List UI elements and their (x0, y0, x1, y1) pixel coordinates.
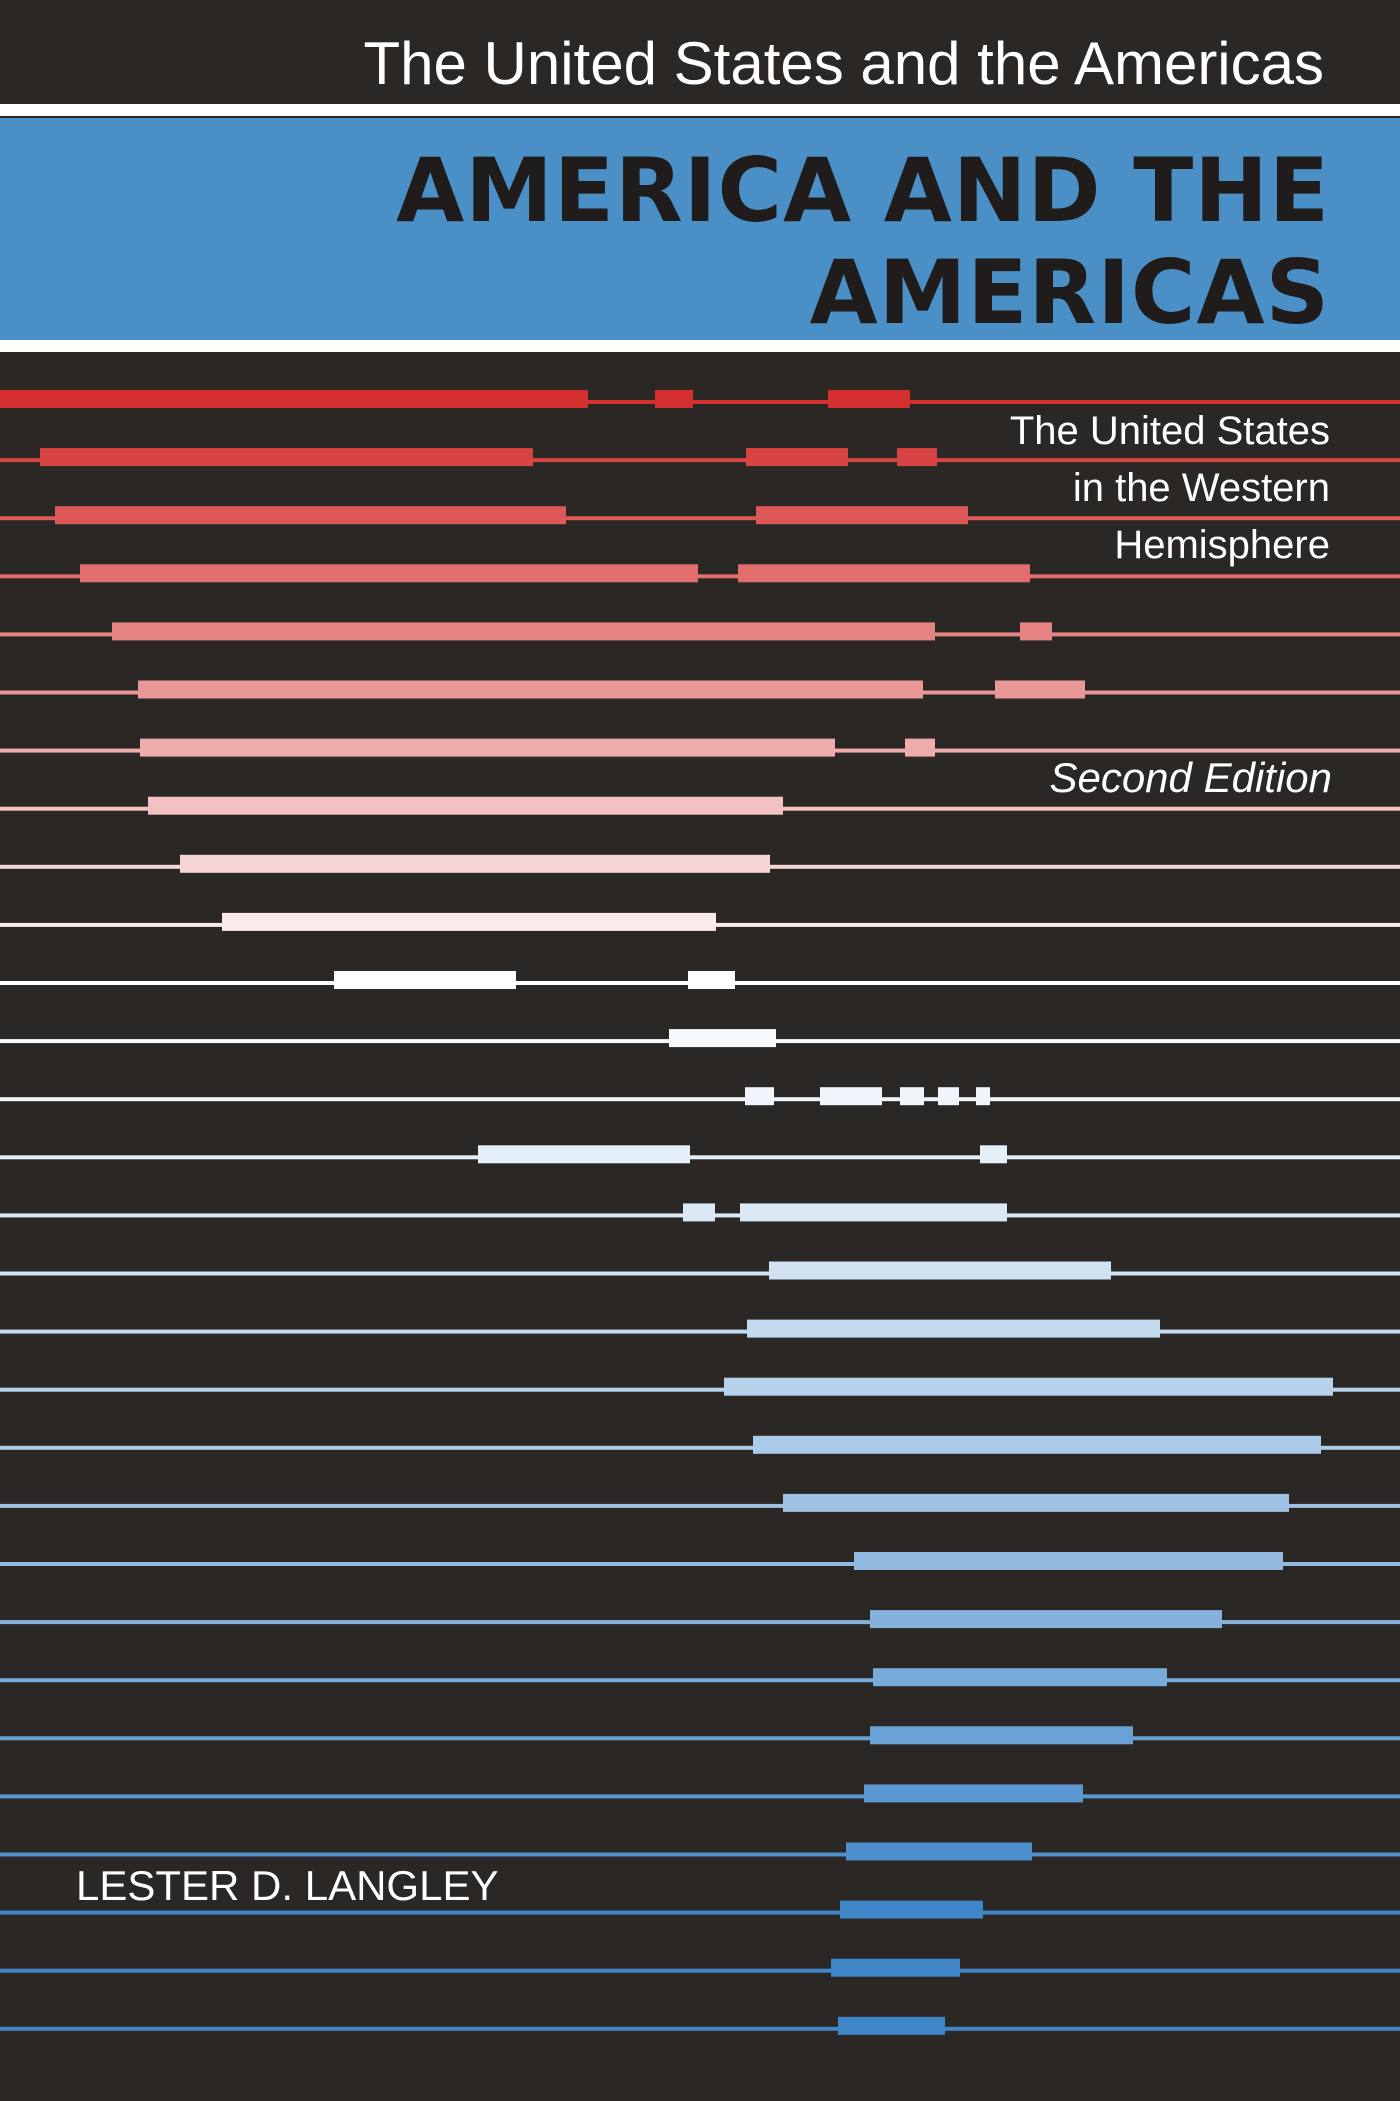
stripe-line (0, 1620, 1400, 1625)
land-segment (873, 1668, 1167, 1687)
book-title-line-2: AMERICAS (809, 241, 1330, 344)
subtitle: The United States in the Western Hemisph… (810, 403, 1330, 574)
book-title-line-1: AMERICA AND THE (396, 139, 1330, 242)
land-segment (864, 1784, 1083, 1803)
stripe-line (0, 1678, 1400, 1683)
land-segment (783, 1493, 1289, 1512)
stripe-line (0, 1852, 1400, 1857)
land-segment (900, 1087, 924, 1106)
land-segment (846, 1842, 1032, 1861)
author-name: LESTER D. LANGLEY (76, 1862, 499, 1909)
land-segment (222, 912, 716, 931)
land-segment (55, 506, 566, 525)
stripe-line (0, 1736, 1400, 1741)
land-segment (112, 622, 935, 641)
land-segment (180, 854, 770, 873)
land-segment (980, 1145, 1007, 1164)
stripe-line (0, 1910, 1400, 1915)
land-segment (1020, 622, 1052, 641)
subtitle-line-1: The United States (1009, 409, 1330, 453)
land-segment (756, 506, 968, 525)
land-segment (669, 1029, 776, 1048)
land-segment (747, 1319, 1160, 1338)
land-segment (738, 564, 1030, 583)
land-segment (840, 1900, 983, 1919)
stripe-line (0, 1503, 1400, 1508)
stripe-line (0, 1445, 1400, 1450)
stripe-line (0, 1155, 1400, 1160)
land-segment (740, 1203, 1007, 1222)
land-segment (140, 738, 835, 757)
land-segment (838, 2016, 945, 2035)
land-segment (40, 448, 533, 467)
land-segment (655, 390, 693, 408)
stripe-line (0, 1097, 1400, 1102)
land-segment (976, 1087, 990, 1106)
series-title: The United States and the Americas (363, 30, 1324, 97)
land-segment (831, 1958, 960, 1977)
edition-label: Second Edition (1049, 754, 1332, 801)
stripe-line (0, 516, 1400, 521)
land-segment (828, 390, 910, 408)
stripe-line (0, 2026, 1400, 2031)
land-segment (148, 796, 783, 815)
land-segment (724, 1377, 1333, 1396)
land-segment (938, 1087, 959, 1106)
land-segment (745, 1087, 774, 1106)
book-title: AMERICA AND THE AMERICAS (396, 140, 1330, 344)
land-segment (870, 1726, 1133, 1745)
stripe-line (0, 1968, 1400, 1973)
land-segment (334, 971, 516, 989)
land-segment (683, 1203, 715, 1222)
stripe-line (0, 1271, 1400, 1276)
land-segment (688, 971, 735, 989)
land-segment (995, 680, 1085, 699)
stripe-line (0, 1562, 1400, 1566)
land-segment (138, 680, 923, 699)
subtitle-line-3: Hemisphere (1114, 523, 1330, 567)
land-segment (478, 1145, 690, 1164)
land-segment (746, 448, 848, 467)
stripe-line (0, 458, 1400, 463)
land-segment (854, 1552, 1283, 1570)
top-white-stripe (0, 104, 1400, 116)
land-segment (753, 1435, 1321, 1454)
land-segment (769, 1261, 1111, 1280)
title-band (0, 118, 1400, 340)
subtitle-line-2: in the Western (1072, 466, 1330, 510)
stripe-line (0, 574, 1400, 579)
stripe-line (0, 1387, 1400, 1392)
land-segment (0, 390, 588, 408)
stripe-line (0, 1329, 1400, 1334)
land-segment (820, 1087, 882, 1106)
land-segment (897, 448, 937, 467)
bottom-white-stripe (0, 340, 1400, 352)
land-segment (870, 1610, 1222, 1629)
stripe-line (0, 1794, 1400, 1799)
land-segment (905, 738, 935, 757)
land-segment (80, 564, 698, 583)
stripe-line (0, 400, 1400, 404)
